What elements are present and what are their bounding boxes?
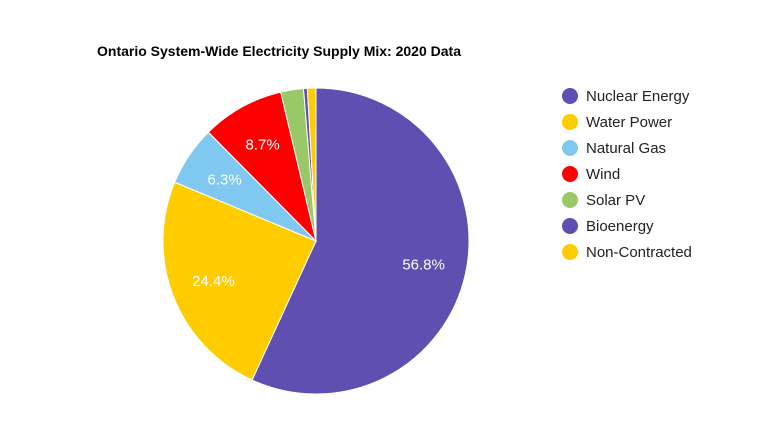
legend-item[interactable]: Solar PV: [562, 190, 645, 210]
legend-item[interactable]: Natural Gas: [562, 138, 666, 158]
legend-label: Natural Gas: [586, 139, 667, 157]
pie-slice-water-power[interactable]: [162, 181, 317, 381]
pie-slice-nuclear-energy[interactable]: [251, 87, 470, 395]
legend-swatch-icon: [562, 244, 578, 260]
legend-swatch-icon: [562, 166, 578, 182]
legend-item[interactable]: Nuclear Energy: [562, 86, 689, 106]
legend-item[interactable]: Wind: [562, 164, 620, 184]
legend-label: Water Power: [586, 113, 673, 131]
legend-label: Solar PV: [586, 191, 646, 209]
legend-swatch-icon: [562, 218, 578, 234]
legend-swatch-icon: [562, 114, 578, 130]
data-label: 8.7%: [245, 137, 279, 154]
legend-label: Nuclear Energy: [586, 87, 690, 105]
legend-label: Non-Contracted: [586, 243, 692, 261]
legend-label: Wind: [586, 165, 621, 183]
data-label: 24.4%: [192, 273, 235, 290]
legend-swatch-icon: [562, 88, 578, 104]
legend-label: Bioenergy: [586, 217, 654, 235]
legend-item[interactable]: Non-Contracted: [562, 242, 692, 262]
legend-swatch-icon: [562, 192, 578, 208]
data-label: 56.8%: [402, 257, 445, 274]
legend-item[interactable]: Bioenergy: [562, 216, 654, 236]
legend-swatch-icon: [562, 140, 578, 156]
legend-item[interactable]: Water Power: [562, 112, 672, 132]
pie-slice-non-contracted[interactable]: [306, 87, 317, 242]
chart-title: Ontario System-Wide Electricity Supply M…: [97, 43, 461, 59]
data-label: 6.3%: [208, 171, 242, 188]
